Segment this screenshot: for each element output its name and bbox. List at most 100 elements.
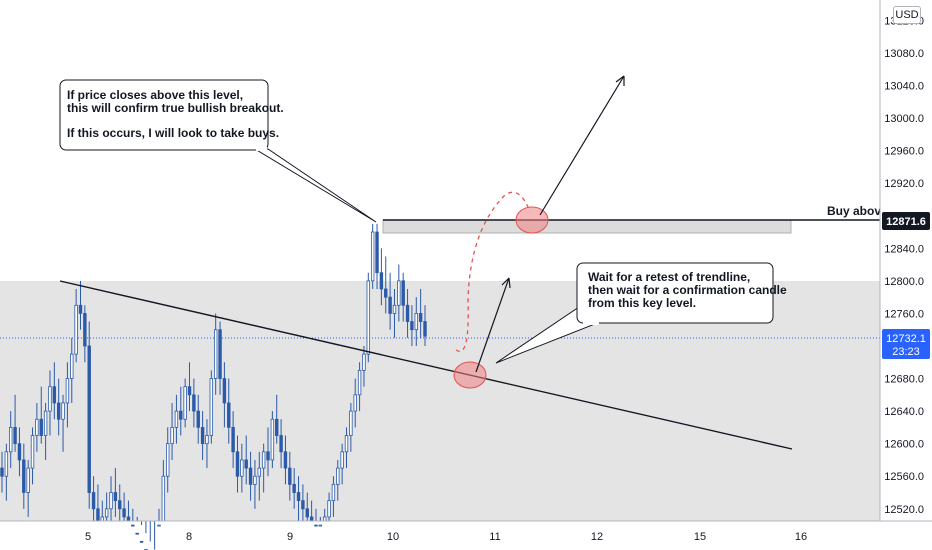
candle-body (322, 516, 327, 522)
candle-body (0, 467, 4, 477)
price-tick-label: 12760.0 (884, 308, 924, 320)
candle-body (200, 426, 205, 445)
arrow-up-short-head (501, 277, 511, 289)
arrow-up-long (539, 75, 625, 216)
candle-body (301, 500, 305, 510)
candle-body (35, 418, 39, 436)
candle-body (384, 288, 388, 298)
price-tick-label: 12680.0 (884, 374, 924, 386)
candle-body (270, 418, 275, 461)
candle-body (305, 508, 309, 518)
candle-body (327, 500, 331, 518)
price-tick-label: 12560.0 (884, 471, 924, 483)
candle-body (366, 280, 371, 355)
price-tick-label: 12920.0 (884, 178, 924, 190)
candle-body (183, 386, 187, 420)
buy-above-label: Buy above (827, 204, 888, 218)
candle-body (240, 459, 244, 477)
buy-zone (382, 219, 792, 234)
candle-body (222, 378, 227, 404)
candle-body (257, 467, 261, 477)
candle-body (22, 459, 26, 493)
candle-body (379, 272, 384, 290)
candle-body (39, 418, 43, 436)
candle-body (227, 402, 231, 428)
candle-body (279, 435, 283, 453)
candle-body (91, 492, 96, 510)
candle-body (375, 231, 379, 274)
price-tick-label: 13080.0 (884, 48, 924, 60)
callout-right[interactable]: Wait for a retest of trendline, then wai… (495, 262, 787, 364)
candle-body (56, 402, 61, 420)
callout-top[interactable]: If price closes above this level, this w… (59, 79, 377, 223)
candle-body (83, 313, 87, 347)
candle-body (104, 508, 109, 518)
candle-body (248, 467, 253, 485)
candle-body (414, 313, 418, 331)
candle-body (122, 508, 126, 518)
candle-body (353, 394, 357, 412)
price-tick-label: 12960.0 (884, 146, 924, 158)
time-tick-label: 12 (591, 531, 603, 543)
candle-body (392, 304, 397, 314)
candle-body (401, 280, 405, 306)
candle-body (296, 492, 301, 502)
candle-body (331, 483, 336, 502)
price-axis-bg (880, 0, 932, 550)
candle-body (135, 532, 139, 535)
price-tick-label: 12640.0 (884, 406, 924, 418)
price-tick-label: 12800.0 (884, 276, 924, 288)
candle-body (397, 280, 401, 306)
price-tick-label: 12840.0 (884, 243, 924, 255)
candle-body (253, 475, 257, 485)
candle-body (126, 516, 131, 522)
arrow-up-short (475, 277, 510, 373)
candle-body (292, 483, 296, 493)
candle-body (357, 369, 362, 396)
candle-body (30, 435, 35, 469)
candle-body (100, 516, 105, 522)
svg-text:23:23: 23:23 (892, 346, 920, 358)
candle-body (61, 402, 65, 420)
time-tick-label: 15 (694, 531, 706, 543)
time-tick-label: 10 (387, 531, 399, 543)
candle-body (283, 451, 288, 469)
candle-body (209, 378, 214, 436)
candle-body (405, 304, 410, 322)
retest-circle[interactable] (453, 361, 487, 389)
svg-text:12871.6: 12871.6 (886, 216, 926, 228)
candle-body (187, 386, 192, 396)
breakout-circle[interactable] (515, 206, 549, 234)
candle-body (48, 386, 52, 412)
candle-body (13, 426, 17, 445)
candle-body (418, 313, 423, 322)
candle-body (65, 378, 70, 404)
candle-body (244, 459, 248, 469)
candle-body (9, 426, 13, 453)
candle-body (131, 524, 135, 527)
candle-body (336, 467, 340, 485)
time-tick-label: 9 (287, 531, 293, 543)
candle-body (118, 500, 122, 510)
candle-body (52, 386, 57, 404)
time-tick-label: 16 (795, 531, 807, 543)
candle-body (78, 304, 83, 314)
candle-body (157, 524, 161, 527)
time-axis-ticks: 5 8 9 10 11 12 15 16 (85, 531, 807, 543)
svg-text:12732.1: 12732.1 (886, 333, 926, 345)
candle-body (340, 451, 344, 469)
candle-body (43, 410, 48, 436)
candle-body (109, 492, 113, 510)
callout-top-line-3: If this occurs, I will look to take buys… (67, 126, 279, 140)
candle-body (26, 467, 30, 493)
callout-right-line-3: from this key level. (588, 296, 696, 310)
currency-button[interactable]: USD (893, 6, 921, 24)
candle-body (275, 418, 279, 436)
candle-body (309, 516, 314, 522)
candle-body (192, 394, 196, 412)
price-tick-label: 13000.0 (884, 113, 924, 125)
candle-body (87, 345, 91, 493)
candle-body (218, 329, 222, 379)
candles-group (0, 223, 427, 550)
